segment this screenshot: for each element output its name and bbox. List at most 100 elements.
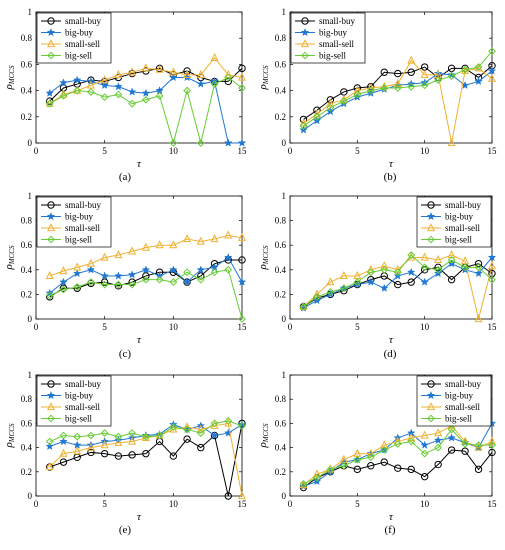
x-tick-label: 10 [169,322,179,332]
legend-marker-small-sell [46,39,56,48]
panel-caption: (b) [384,171,397,183]
data-point-big-sell [73,283,82,291]
panel-caption: (a) [119,171,132,183]
data-point-small-sell [380,440,389,449]
data-point-small-sell [420,69,429,78]
data-point-small-sell [326,277,335,286]
legend-label-big-sell: big-sell [319,51,346,61]
data-point-small-buy [87,448,95,457]
data-point-small-sell [114,250,123,259]
legend-label-big-buy: big-buy [445,212,473,222]
y-tick-label: 0.8 [21,216,33,226]
y-tick-label: 0.4 [275,86,287,96]
y-tick-label: 0.6 [21,418,33,428]
y-tick-label: 0.6 [21,59,33,69]
data-point-small-buy [394,280,402,289]
x-tick-label: 0 [34,499,39,509]
data-point-big-sell [45,437,54,446]
data-point-big-sell [114,90,123,99]
x-tick-label: 0 [288,499,293,509]
legend-marker-big-buy [300,27,310,37]
data-point-big-sell [407,437,416,446]
series-line-big-sell [303,428,492,485]
legend-marker-big-buy [46,27,56,37]
data-point-big-buy [366,277,376,286]
chart-panel: 0 5 10 15 0 0.2 0.4 0.6 0.8 1 τ ρMCCS small-buy big-b… [3,7,247,183]
x-axis-label: τ [137,334,142,346]
data-point-big-sell [196,275,205,284]
data-point-big-sell [141,275,150,284]
y-tick-label: 0 [282,314,287,324]
data-point-big-sell [59,431,68,440]
data-point-small-sell [237,72,247,81]
y-tick-label: 0 [28,314,33,324]
data-point-small-sell [393,79,402,88]
x-tick-label: 10 [420,146,430,156]
legend-label-big-sell: big-sell [65,51,92,61]
series-line-small-sell [49,57,243,105]
x-tick-label: 5 [102,322,107,332]
data-point-small-sell [59,448,68,457]
data-point-big-sell [380,265,389,274]
data-point-big-sell [366,453,375,462]
data-point-small-buy [380,68,388,76]
data-point-small-buy [407,278,415,286]
data-point-big-sell [183,86,191,95]
y-tick-label: 0.4 [21,443,33,453]
data-point-small-sell [487,261,497,270]
data-point-small-sell [155,240,164,249]
y-tick-label: 0.8 [275,33,287,43]
x-tick-label: 5 [102,146,107,156]
data-point-big-sell [114,432,123,441]
data-point-big-sell [380,84,389,92]
x-tick-label: 10 [420,499,430,509]
series-line-big-sell [303,254,493,308]
x-tick-label: 15 [238,499,248,509]
series-line-small-sell [303,425,493,486]
data-point-big-buy [169,72,178,82]
legend-label-big-sell: big-sell [65,414,92,424]
data-point-big-sell [59,285,68,294]
data-point-small-sell [141,242,150,251]
y-tick-label: 0.2 [275,112,286,122]
data-point-big-buy [169,265,178,274]
data-point-big-sell [210,80,219,88]
data-point-small-sell [59,266,68,275]
data-point-big-sell [461,440,469,448]
data-point-big-sell [238,84,246,92]
data-point-small-sell [128,67,137,76]
data-point-big-buy [379,283,389,292]
series-line-big-sell [49,269,243,320]
data-point-big-sell [434,76,443,85]
data-point-big-sell [353,278,362,287]
data-point-small-sell [434,428,443,437]
data-point-big-sell [128,99,137,108]
data-point-small-sell [141,63,150,72]
data-point-small-buy [59,284,68,292]
x-tick-label: 5 [355,322,360,332]
data-point-big-sell [488,441,496,450]
data-point-big-sell [407,82,416,91]
data-point-big-buy [141,88,151,97]
legend-label-small-buy: small-buy [445,200,481,210]
data-point-big-buy [237,138,247,147]
y-tick-label: 0.2 [275,289,286,299]
data-point-small-sell [155,64,164,73]
data-point-small-sell [86,258,95,267]
data-point-small-sell [407,433,416,442]
legend-marker-small-sell [426,402,436,411]
data-point-small-sell [169,240,178,249]
x-axis-label: τ [137,511,142,523]
y-axis-label: ρMCCS [257,423,270,448]
legend-marker-big-buy [426,390,436,400]
data-point-small-sell [380,261,389,270]
data-point-small-sell [196,424,205,433]
legend-label-big-sell: big-sell [445,235,472,245]
series-line-small-buy [49,423,243,497]
data-point-big-sell [461,65,469,74]
data-point-big-buy [460,265,470,274]
data-point-small-buy [434,460,442,469]
data-point-small-sell [169,67,178,76]
y-axis-label: ρMCCS [3,423,16,448]
